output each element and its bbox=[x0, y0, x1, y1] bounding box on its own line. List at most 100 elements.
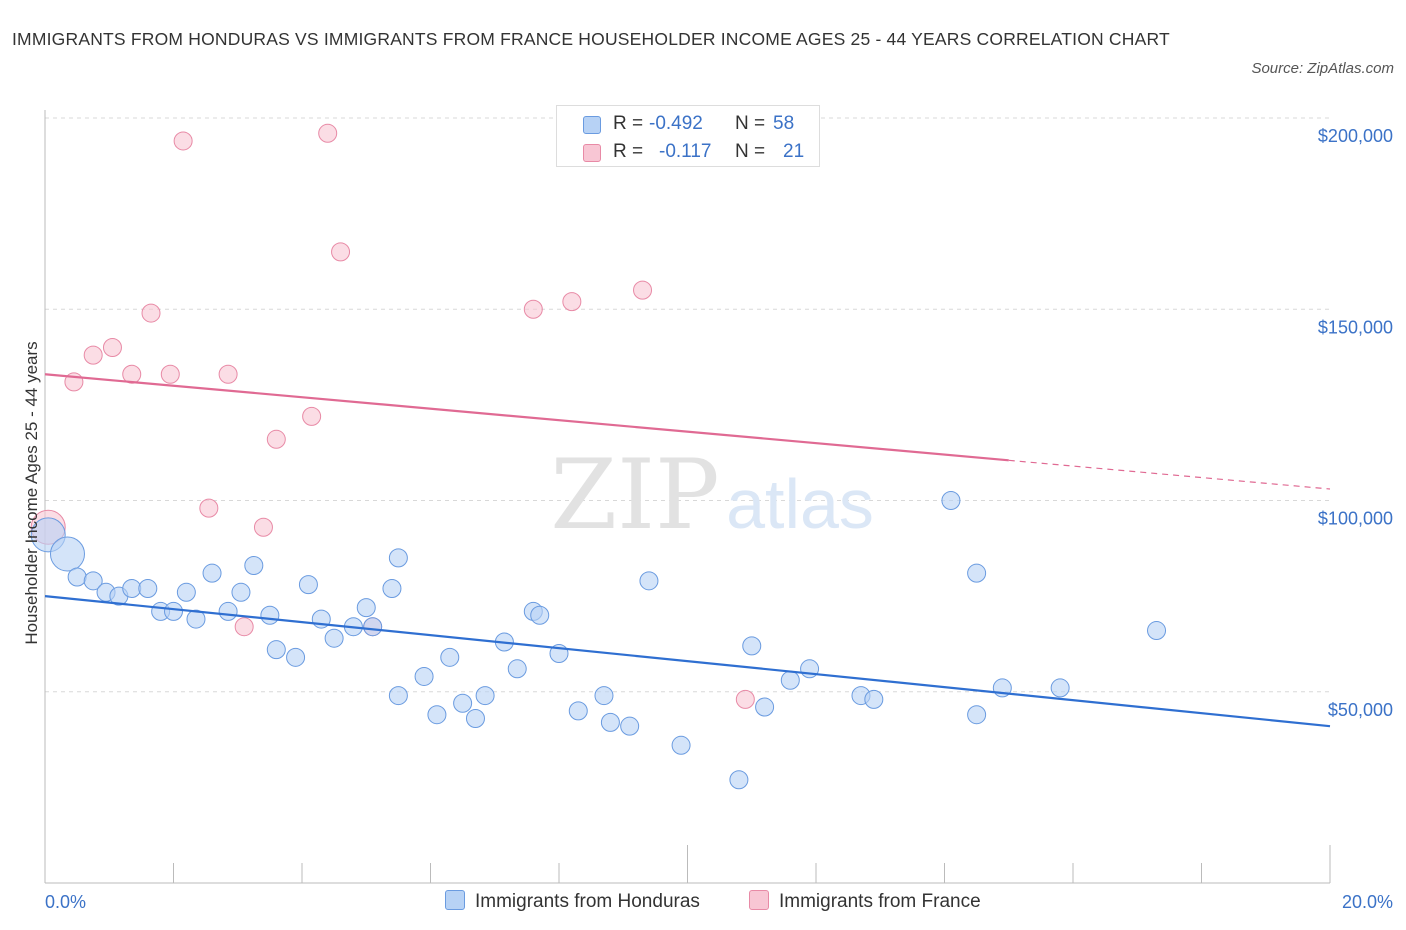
france-point bbox=[141, 303, 161, 323]
bottom-legend-france: Immigrants from France bbox=[749, 889, 981, 915]
honduras-point bbox=[755, 697, 775, 717]
france-point bbox=[102, 338, 122, 357]
honduras-point bbox=[475, 686, 495, 706]
honduras-point bbox=[218, 601, 238, 621]
honduras-point bbox=[202, 563, 222, 583]
honduras-point bbox=[639, 571, 659, 591]
honduras-point bbox=[453, 693, 473, 713]
bottom-legend-label-france: Immigrants from France bbox=[779, 891, 981, 912]
x-tick-label: 20.0% bbox=[1342, 892, 1393, 912]
honduras-point bbox=[363, 617, 383, 637]
france-point bbox=[735, 689, 755, 709]
y-tick-label: $150,000 bbox=[1318, 317, 1393, 337]
honduras-point bbox=[941, 491, 961, 510]
honduras-point bbox=[49, 536, 85, 572]
france-point bbox=[302, 406, 322, 426]
france-trend-line bbox=[44, 373, 1009, 462]
legend: R = -0.492 N = 58 R = -0.117 N = 21 bbox=[556, 105, 820, 167]
honduras-point bbox=[138, 578, 158, 598]
honduras-point bbox=[298, 575, 318, 595]
honduras-point bbox=[440, 647, 460, 667]
france-point bbox=[562, 292, 582, 312]
honduras-point bbox=[507, 659, 527, 679]
bottom-legend-label-honduras: Immigrants from Honduras bbox=[475, 891, 700, 912]
honduras-point bbox=[414, 666, 434, 686]
y-tick-labels: $50,000 $100,000 $150,000 $200,000 bbox=[1318, 126, 1393, 720]
legend-n-label: N = bbox=[735, 113, 766, 134]
france-point bbox=[331, 242, 351, 262]
honduras-point bbox=[266, 640, 286, 660]
france-trend-line-extension bbox=[1008, 459, 1331, 490]
honduras-point bbox=[244, 556, 264, 576]
honduras-point bbox=[83, 571, 103, 591]
honduras-point bbox=[356, 598, 376, 618]
y-tick-label: $200,000 bbox=[1318, 126, 1393, 146]
source-label: Source: ZipAtlas.com bbox=[1251, 60, 1394, 77]
honduras-point bbox=[568, 701, 588, 721]
france-point bbox=[234, 617, 254, 637]
honduras-point bbox=[382, 578, 402, 598]
honduras-point bbox=[176, 582, 196, 602]
france-point bbox=[173, 131, 193, 151]
honduras-point bbox=[594, 686, 614, 706]
france-point bbox=[122, 364, 142, 384]
honduras-point bbox=[1147, 621, 1167, 641]
france-point bbox=[199, 498, 219, 518]
france-point bbox=[218, 364, 238, 384]
chart-title: IMMIGRANTS FROM HONDURAS VS IMMIGRANTS F… bbox=[12, 29, 1170, 49]
honduras-point bbox=[122, 578, 142, 598]
y-tick-label: $100,000 bbox=[1318, 509, 1393, 529]
honduras-point bbox=[671, 735, 691, 755]
bottom-legend-honduras: Immigrants from Honduras bbox=[445, 889, 700, 915]
france-point bbox=[266, 429, 286, 449]
legend-swatch-honduras bbox=[583, 116, 601, 134]
honduras-point bbox=[600, 712, 620, 732]
legend-n-value: 58 bbox=[773, 113, 795, 134]
honduras-point bbox=[742, 636, 762, 656]
legend-n-value: 21 bbox=[783, 141, 805, 162]
honduras-point bbox=[530, 605, 550, 625]
y-axis-label: Householder Income Ages 25 - 44 years bbox=[22, 341, 41, 644]
honduras-point bbox=[620, 716, 640, 736]
france-point bbox=[160, 364, 180, 384]
legend-swatch-france bbox=[583, 144, 601, 162]
watermark-atlas: atlas bbox=[726, 465, 874, 543]
watermark-zip: ZIP bbox=[550, 439, 719, 551]
legend-n-label: N = bbox=[735, 141, 766, 162]
legend-r-label: R = bbox=[613, 141, 644, 162]
honduras-point bbox=[164, 601, 183, 621]
honduras-point bbox=[231, 582, 251, 602]
honduras-point bbox=[260, 605, 280, 625]
honduras-point bbox=[967, 705, 987, 725]
honduras-point bbox=[465, 709, 485, 729]
honduras-point bbox=[388, 548, 408, 568]
honduras-point bbox=[729, 770, 749, 790]
y-tick-label: $50,000 bbox=[1328, 700, 1393, 720]
honduras-point bbox=[388, 686, 408, 706]
honduras-point bbox=[864, 689, 884, 709]
honduras-point bbox=[1050, 678, 1070, 698]
france-points bbox=[30, 123, 755, 709]
honduras-point bbox=[286, 647, 306, 667]
honduras-point bbox=[967, 563, 987, 583]
honduras-point bbox=[780, 670, 800, 690]
watermark: ZIP atlas bbox=[550, 439, 874, 551]
legend-r-label: R = bbox=[613, 113, 644, 134]
bottom-legend-swatch-france bbox=[749, 890, 769, 911]
france-point bbox=[523, 299, 543, 319]
grid-lines bbox=[45, 117, 1330, 693]
honduras-point bbox=[427, 705, 447, 725]
france-point bbox=[83, 345, 103, 365]
france-point bbox=[318, 123, 338, 143]
honduras-point bbox=[67, 567, 87, 587]
axes bbox=[44, 110, 1331, 884]
honduras-point bbox=[186, 609, 206, 629]
honduras-trend-line bbox=[44, 595, 1331, 728]
x-tick-label: 0.0% bbox=[45, 892, 86, 912]
trend-lines bbox=[44, 373, 1331, 728]
legend-r-value: -0.117 bbox=[659, 141, 712, 162]
x-tick-labels: 0.0% 20.0% bbox=[45, 892, 1393, 912]
bottom-legend-swatch-honduras bbox=[445, 890, 465, 911]
france-point bbox=[253, 517, 273, 537]
